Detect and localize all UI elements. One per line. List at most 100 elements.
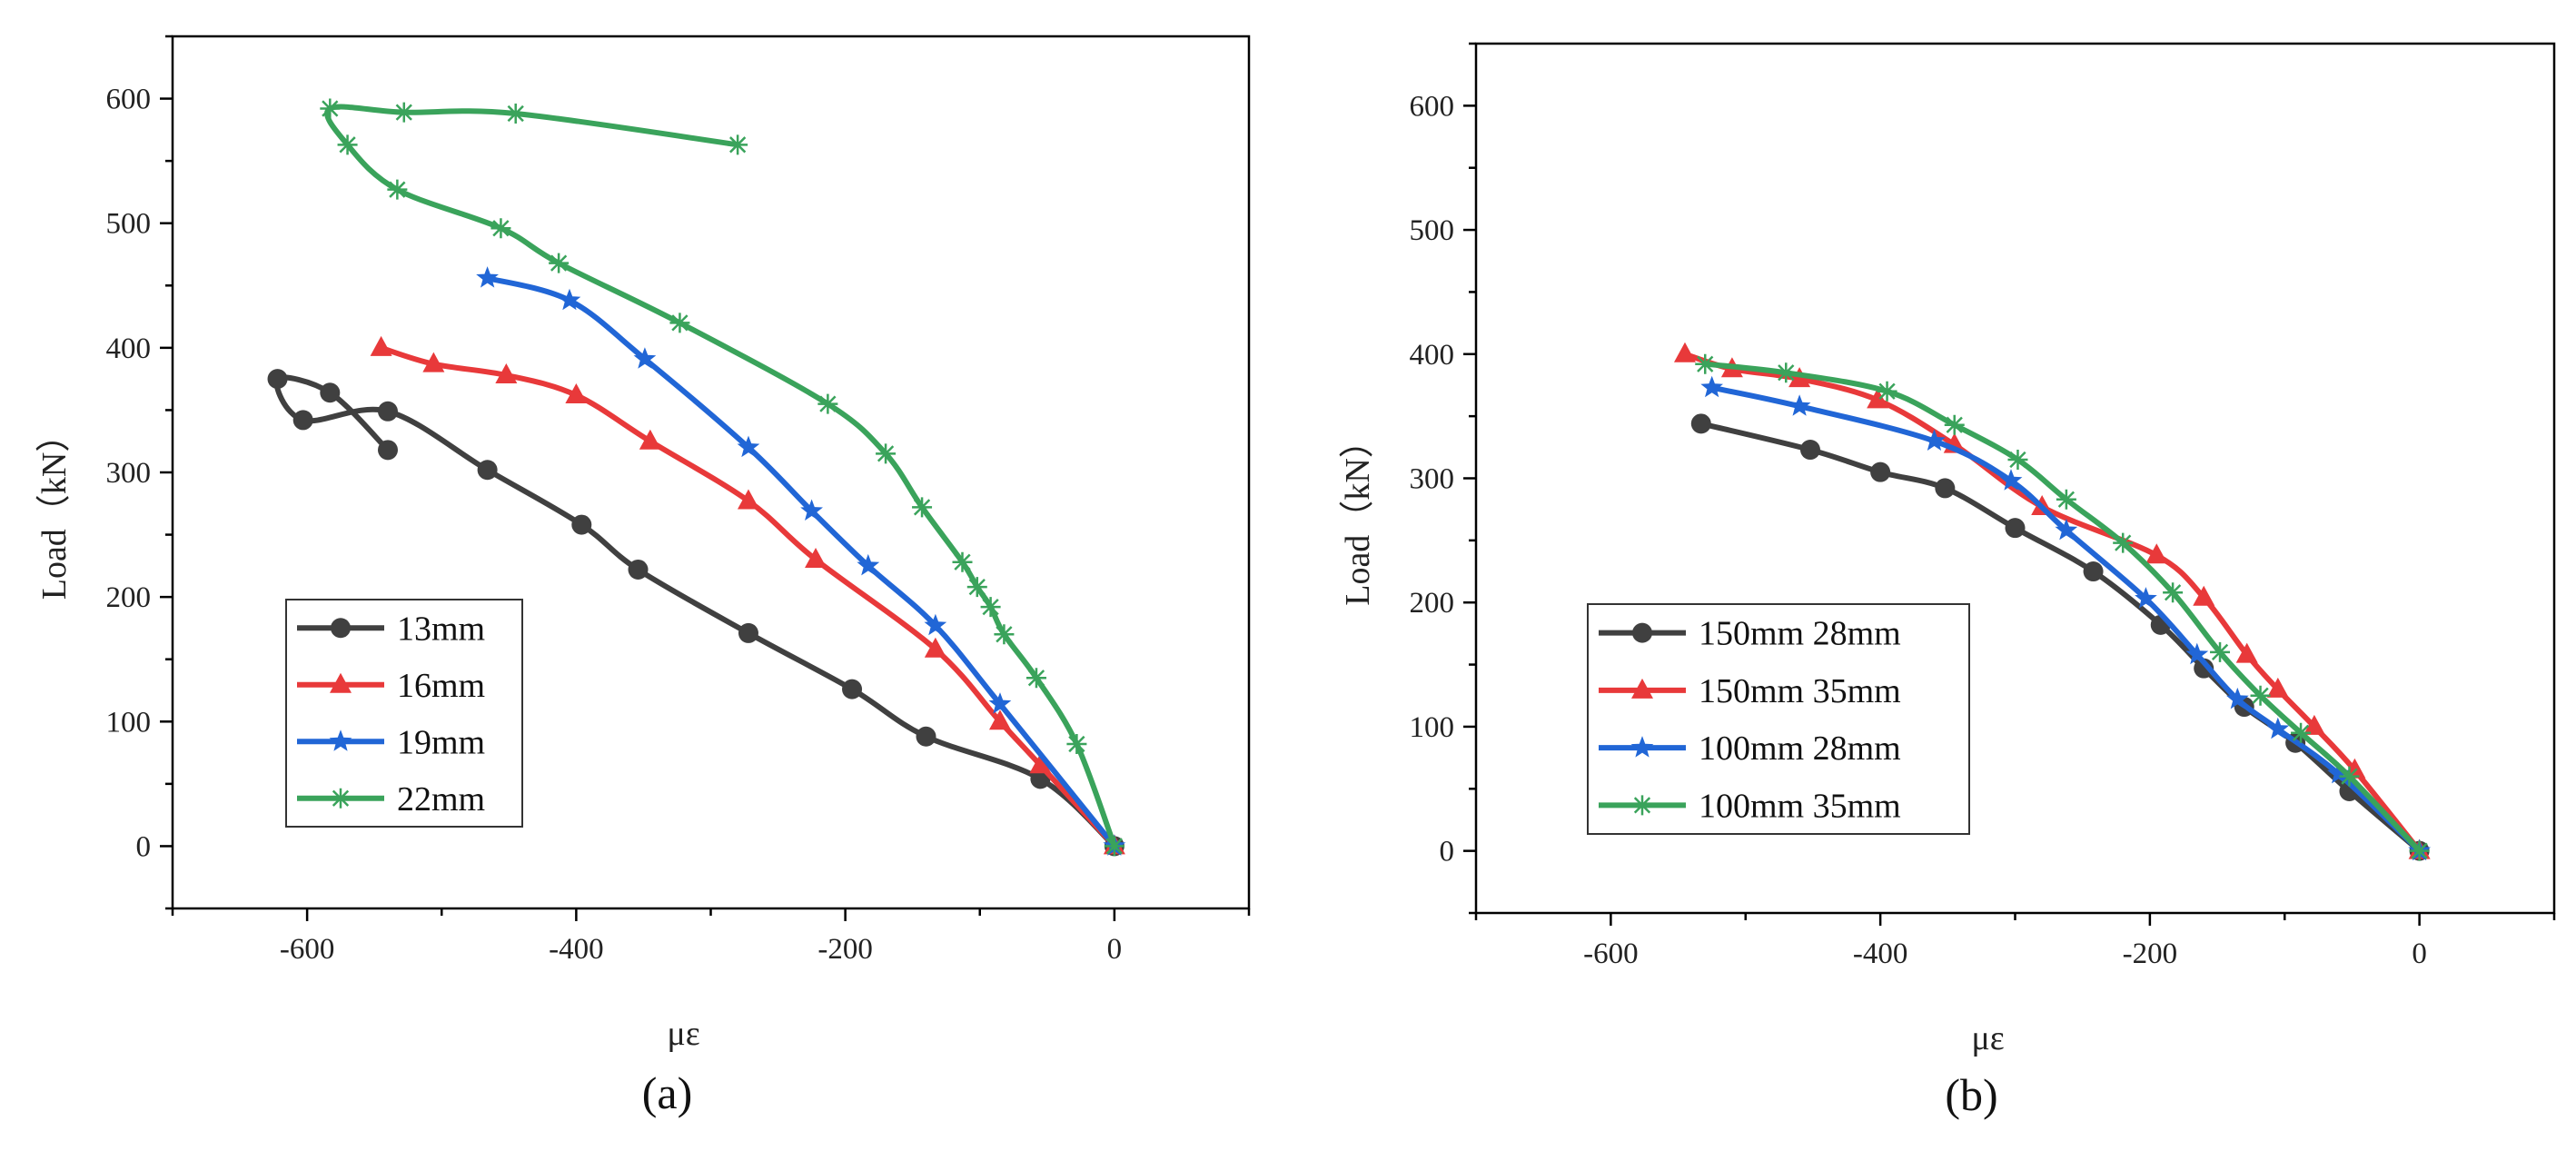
chart-0-series-1-point (639, 429, 661, 450)
chart-0-series-3-point (980, 597, 1001, 618)
chart-1-series-3-point (1695, 353, 1716, 374)
chart-0-series-0-point (292, 410, 313, 431)
chart-1-series-0-point (1799, 440, 1820, 461)
chart-0-series-0-point (738, 622, 758, 643)
chart-0-y-tick-label: 0 (136, 830, 152, 863)
chart-0-series-3-point (876, 443, 897, 464)
chart-0-series-1-point (988, 709, 1011, 730)
chart-1-series-2-point (2327, 761, 2350, 784)
chart-1-series-2-line (1709, 384, 2422, 854)
chart-0-y-tick-label: 500 (106, 208, 152, 241)
chart-0-y-tick-label: 100 (106, 706, 152, 739)
chart-1-series-1-point (2193, 585, 2215, 606)
chart-1-legend-marker (1632, 795, 1652, 816)
chart-0-series-2-point (476, 266, 499, 288)
chart-1-legend-marker (1630, 736, 1654, 758)
chart-1-legend-box (1587, 603, 1970, 835)
chart-0-legend-label: 19mm (397, 723, 485, 761)
chart-1-series-3-point (2210, 641, 2231, 662)
chart-1-series-3-point (2409, 840, 2430, 861)
chart-0-series-1-point (924, 637, 946, 658)
chart-1-x-tick-label: 0 (2412, 938, 2427, 970)
chart-0-series-1 (370, 335, 1125, 855)
chart-0-series-1-point (565, 382, 588, 403)
chart-1-series-2-point (1999, 469, 2023, 491)
chart-1-y-axis-title: Load（kN） (1339, 423, 1377, 606)
chart-1-series-2-point (1788, 394, 1811, 416)
chart-0-series-0-point (477, 460, 498, 481)
chart-0-panel-label: (a) (642, 1067, 693, 1118)
chart-0-legend-label: 13mm (397, 610, 485, 648)
chart-0-legend-marker (331, 618, 351, 639)
chart-0-series-0-point (916, 726, 936, 747)
chart-0-series-3-point (387, 179, 408, 200)
chart-1-y-tick-label: 0 (1440, 836, 1455, 868)
chart-1-series-3-point (1776, 362, 1797, 383)
chart-1-legend: 150mm 28mm 150mm 35mm 100mm 28mm 100mm 35mm (1587, 603, 1970, 835)
chart-0-series-1-point (370, 335, 392, 356)
chart-0-series-0-point (571, 514, 592, 535)
chart-1-series-2-point (1923, 429, 1946, 451)
chart-1-y-tick-label: 200 (1410, 587, 1455, 620)
chart-0-series-3-point (728, 134, 748, 155)
chart-1-series-3-point (2339, 766, 2360, 787)
chart-1-y-tick-label: 400 (1410, 339, 1455, 372)
chart-1-panel-label: (b) (1945, 1069, 1997, 1120)
chart-0-legend-marker (331, 788, 351, 809)
chart-1-series-2 (1700, 375, 2431, 861)
chart-1-series-0-point (1690, 413, 1711, 434)
chart-0-series-0-point (378, 401, 398, 422)
chart-0-series-3-point (490, 218, 511, 239)
chart-0-series-2-point (988, 692, 1012, 714)
chart-0-series-2-point (800, 499, 823, 521)
chart-0-series-3 (320, 98, 1125, 857)
chart-0-series-0-point (267, 369, 288, 390)
chart-0-series-3-point (912, 497, 933, 518)
chart-1-series-3-point (2163, 582, 2184, 603)
chart-0-series-0-point (320, 382, 341, 403)
chart-1-series-2-point (1700, 375, 1723, 398)
chart-1-series-1-point (2303, 714, 2325, 735)
chart-1-x-tick-label: -200 (2123, 938, 2178, 970)
chart-1-series-3-point (2250, 685, 2271, 706)
chart-0-series-0-point (378, 440, 398, 461)
chart-1-series-1-point (2235, 642, 2258, 663)
chart-0-y-tick-label: 200 (106, 581, 152, 614)
chart-1-legend-marker (1632, 622, 1652, 643)
chart-1-series-1-point (2266, 677, 2289, 698)
chart-0-series-2-line (484, 275, 1117, 849)
chart-1-y-tick-label: 100 (1410, 711, 1455, 744)
chart-0-legend: 13mm 16mm 19mm 22mm (285, 599, 523, 828)
chart-0-y-tick-label: 300 (106, 457, 152, 490)
chart-0-series-3-point (1025, 668, 1046, 689)
chart-1-y-tick-label: 300 (1410, 463, 1455, 496)
chart-1-series-3-point (2291, 722, 2312, 743)
chart-1-y-tick-label: 600 (1410, 90, 1455, 123)
chart-0-legend-marker (329, 729, 352, 751)
chart-0-series-2-point (857, 553, 880, 576)
chart-1-x-axis-title: με (1971, 1019, 2004, 1057)
chart-0-series-3-point (393, 102, 414, 123)
chart-0-series-3-point (1066, 733, 1087, 754)
chart-1-series-2-point (2226, 687, 2249, 709)
chart-0-y-tick-label: 400 (106, 332, 152, 365)
chart-1-legend-label: 100mm 35mm (1699, 787, 1901, 825)
chart-1-series-2-point (2135, 587, 2157, 609)
chart-0-series-3-point (505, 104, 526, 124)
chart-0-y-tick-label: 600 (106, 84, 152, 116)
chart-1-legend-marker (1631, 678, 1653, 699)
chart-1-series-2-point (2055, 518, 2078, 541)
chart-0-series-3-point (817, 393, 838, 414)
chart-0-panel: -600 -400 -200 0 0 100 200 300 400 500 600 με Load（k… (35, 35, 1251, 1118)
chart-0-series-1-point (805, 548, 827, 568)
chart-1-legend-label: 150mm 35mm (1699, 672, 1901, 710)
chart-0-series-1-point (495, 363, 518, 384)
chart-0-series-3-point (952, 551, 973, 572)
chart-1-y-tick-label: 500 (1410, 214, 1455, 247)
chart-1-series-2-point (2185, 642, 2209, 665)
chart-1-series-3-point (1944, 414, 1965, 435)
chart-0-series-2-point (737, 435, 760, 458)
chart-0-x-tick-label: 0 (1107, 933, 1123, 966)
chart-0-series-2-point (558, 288, 581, 311)
chart-1-series-1-point (1673, 342, 1696, 362)
